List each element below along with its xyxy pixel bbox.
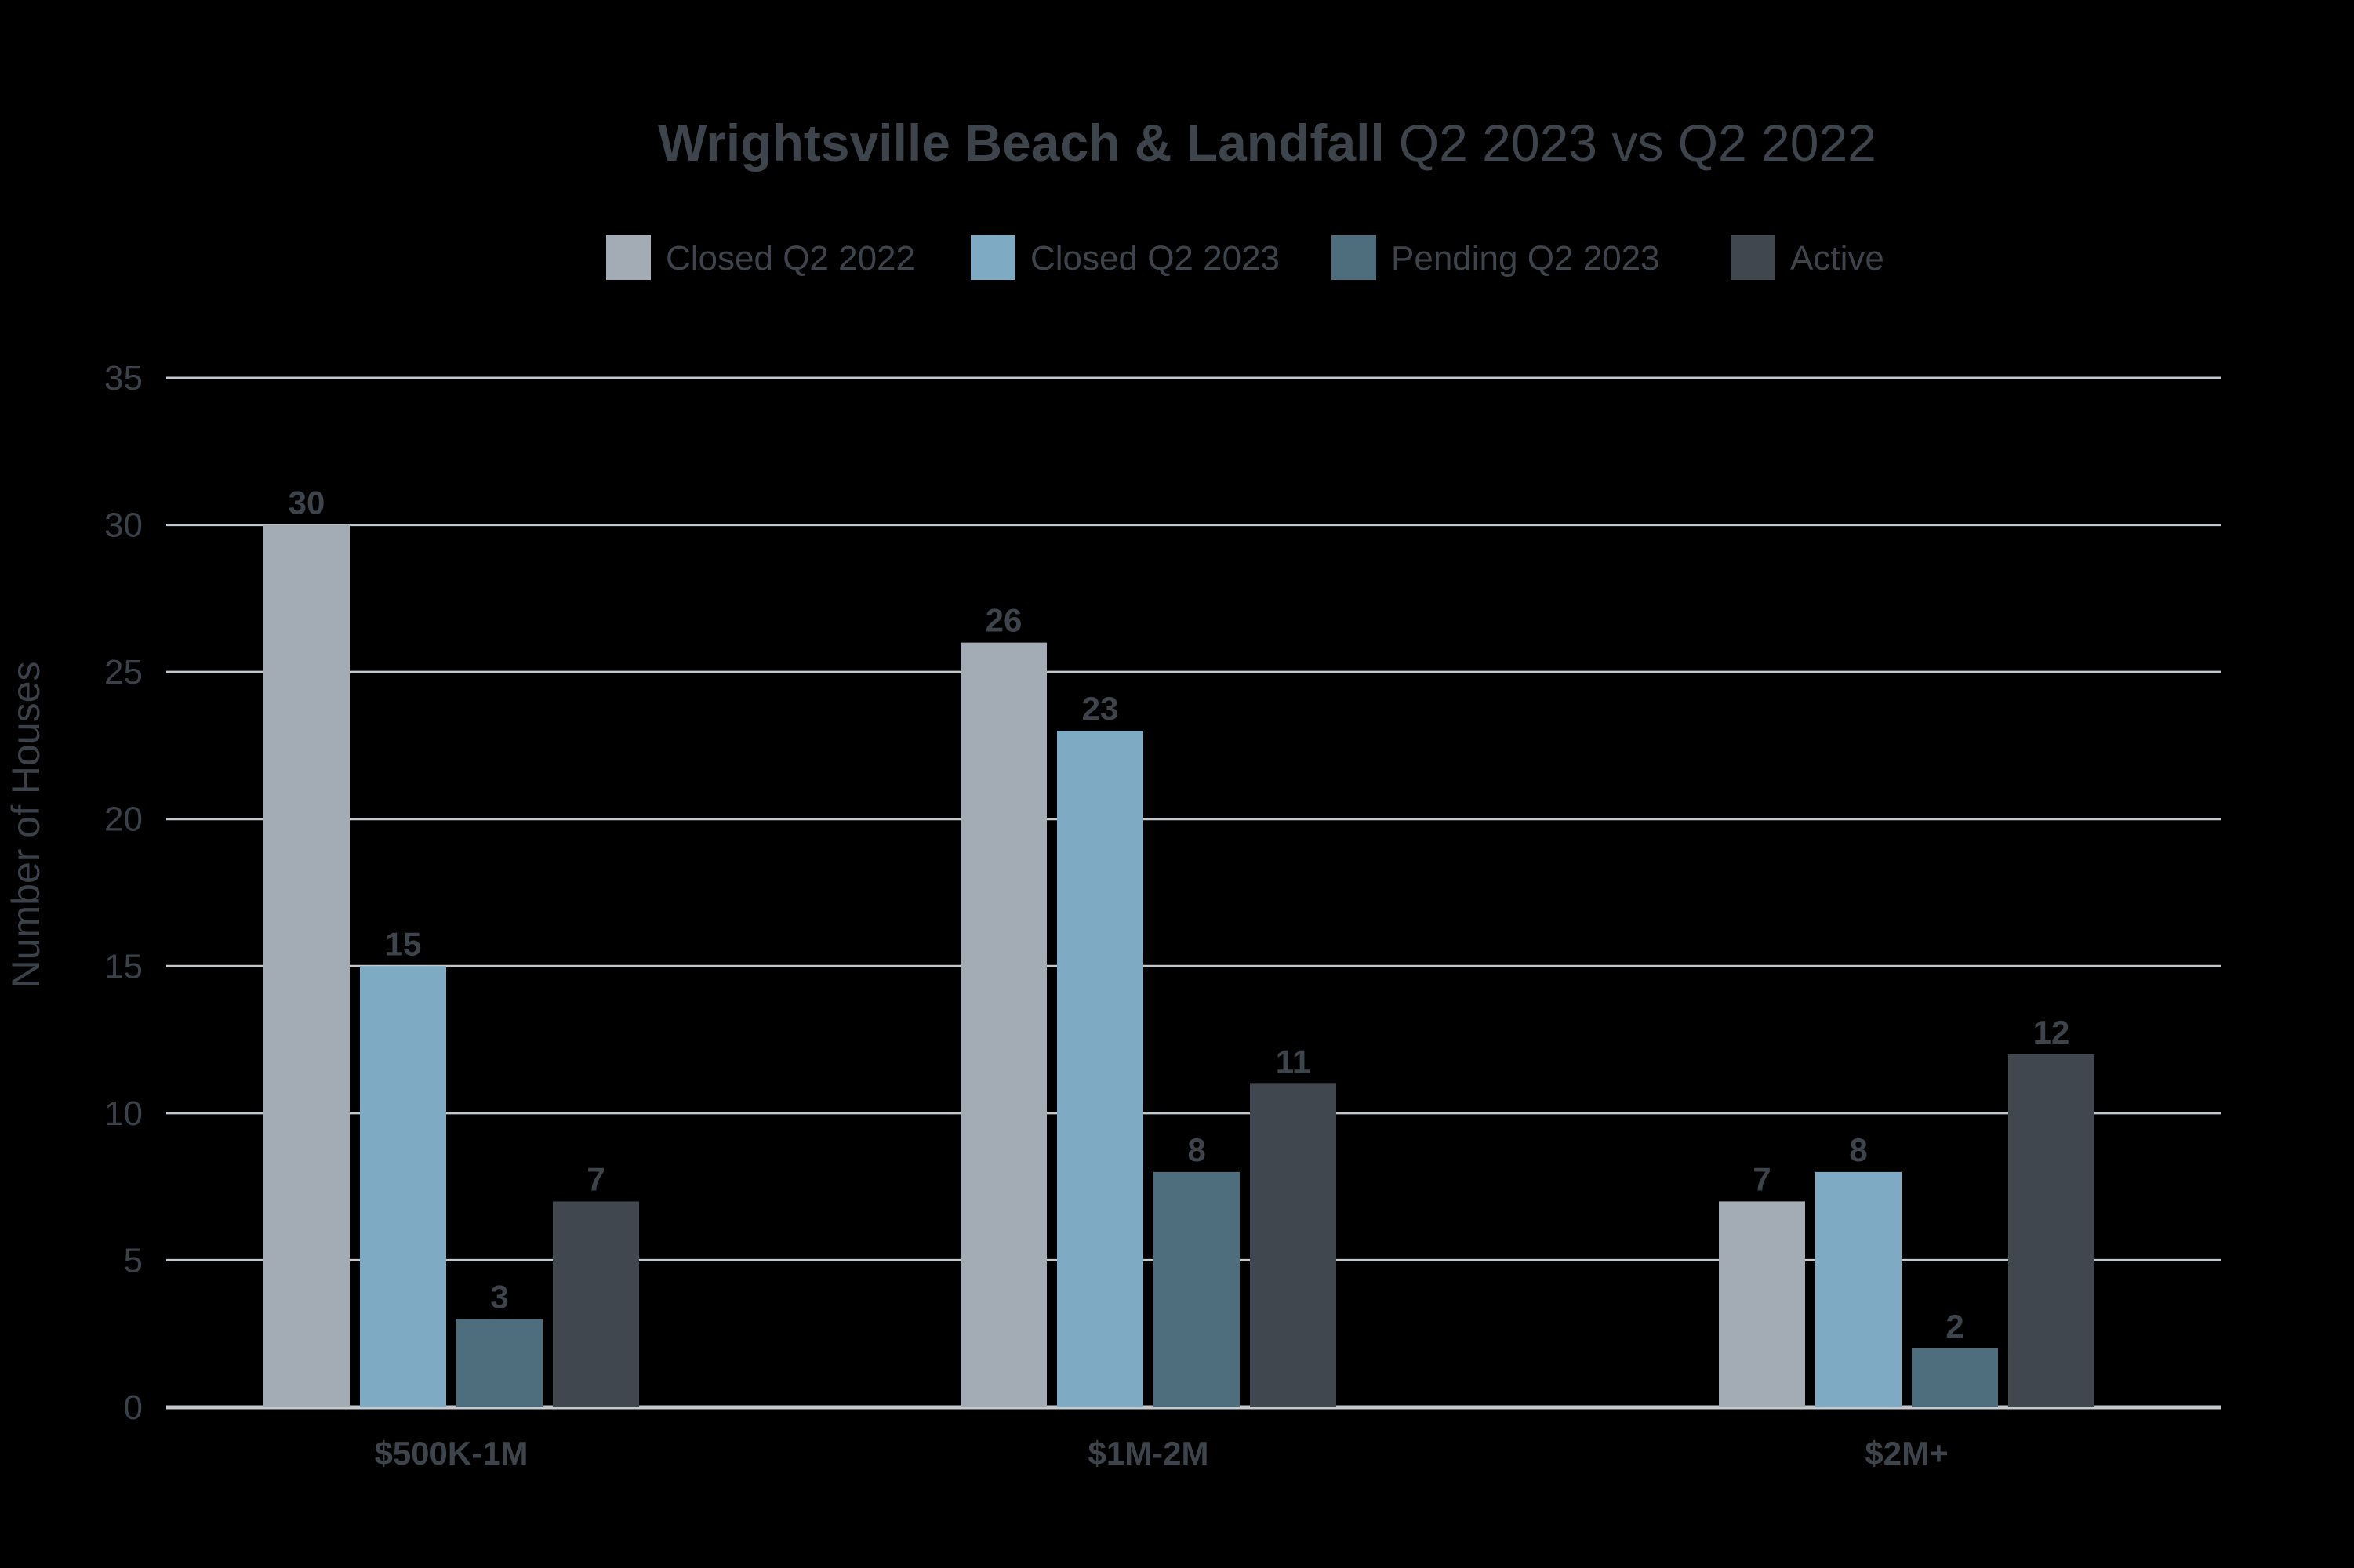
bar (1250, 1083, 1336, 1407)
legend-label: Closed Q2 2023 (1030, 239, 1280, 278)
chart-subtitle: Q2 2023 vs Q2 2022 (1399, 114, 1876, 172)
data-label: 7 (1753, 1160, 1771, 1197)
y-axis-ticks: 0 5 10 15 20 25 30 35 (104, 359, 143, 1427)
data-label: 23 (1082, 690, 1119, 727)
bar (1912, 1348, 1998, 1407)
data-label: 3 (490, 1278, 508, 1315)
legend-label: Active (1790, 239, 1884, 278)
bar (961, 642, 1047, 1407)
y-tick-label: 35 (104, 359, 143, 397)
data-label: 8 (1187, 1131, 1205, 1168)
data-label: 15 (385, 925, 422, 962)
x-tick-label: $2M+ (1865, 1435, 1948, 1472)
y-tick-label: 30 (104, 506, 143, 545)
bar (1719, 1201, 1805, 1407)
data-label: 8 (1849, 1131, 1867, 1168)
bars: 30 15 3 7 26 23 8 11 7 8 2 12 (263, 485, 2094, 1407)
x-tick-label: $500K-1M (374, 1435, 528, 1472)
y-tick-label: 0 (124, 1388, 143, 1427)
data-label: 2 (1945, 1308, 1963, 1345)
y-tick-label: 20 (104, 800, 143, 839)
y-tick-label: 15 (104, 947, 143, 985)
legend: Closed Q2 2022 Closed Q2 2023 Pending Q2 2… (606, 235, 1884, 280)
data-label: 26 (986, 602, 1023, 639)
bar (263, 524, 350, 1407)
legend-swatch (971, 235, 1015, 280)
data-label: 7 (587, 1160, 605, 1197)
bar (2008, 1054, 2094, 1407)
chart-title: Wrightsville Beach & Landfall Q2 2023 vs … (658, 114, 1876, 172)
legend-swatch (606, 235, 651, 280)
y-axis-label: Number of Houses (4, 662, 48, 989)
data-label: 12 (2033, 1014, 2070, 1051)
y-tick-label: 25 (104, 653, 143, 691)
bar (1057, 731, 1143, 1407)
x-axis-ticks: $500K-1M $1M-2M $2M+ (374, 1435, 1948, 1472)
bar (1153, 1171, 1240, 1407)
bar (456, 1319, 543, 1407)
legend-swatch (1331, 235, 1376, 280)
data-label: 11 (1276, 1043, 1310, 1080)
bar (553, 1201, 639, 1407)
y-tick-label: 5 (124, 1241, 143, 1279)
legend-label: Closed Q2 2022 (666, 239, 915, 278)
data-label: 30 (289, 485, 325, 521)
y-tick-label: 10 (104, 1094, 143, 1133)
bar (360, 966, 446, 1407)
chart-title-main: Wrightsville Beach & Landfall (658, 114, 1385, 172)
legend-swatch (1731, 235, 1775, 280)
legend-label: Pending Q2 2023 (1391, 239, 1660, 278)
x-tick-label: $1M-2M (1088, 1435, 1208, 1472)
bar (1815, 1171, 1902, 1407)
